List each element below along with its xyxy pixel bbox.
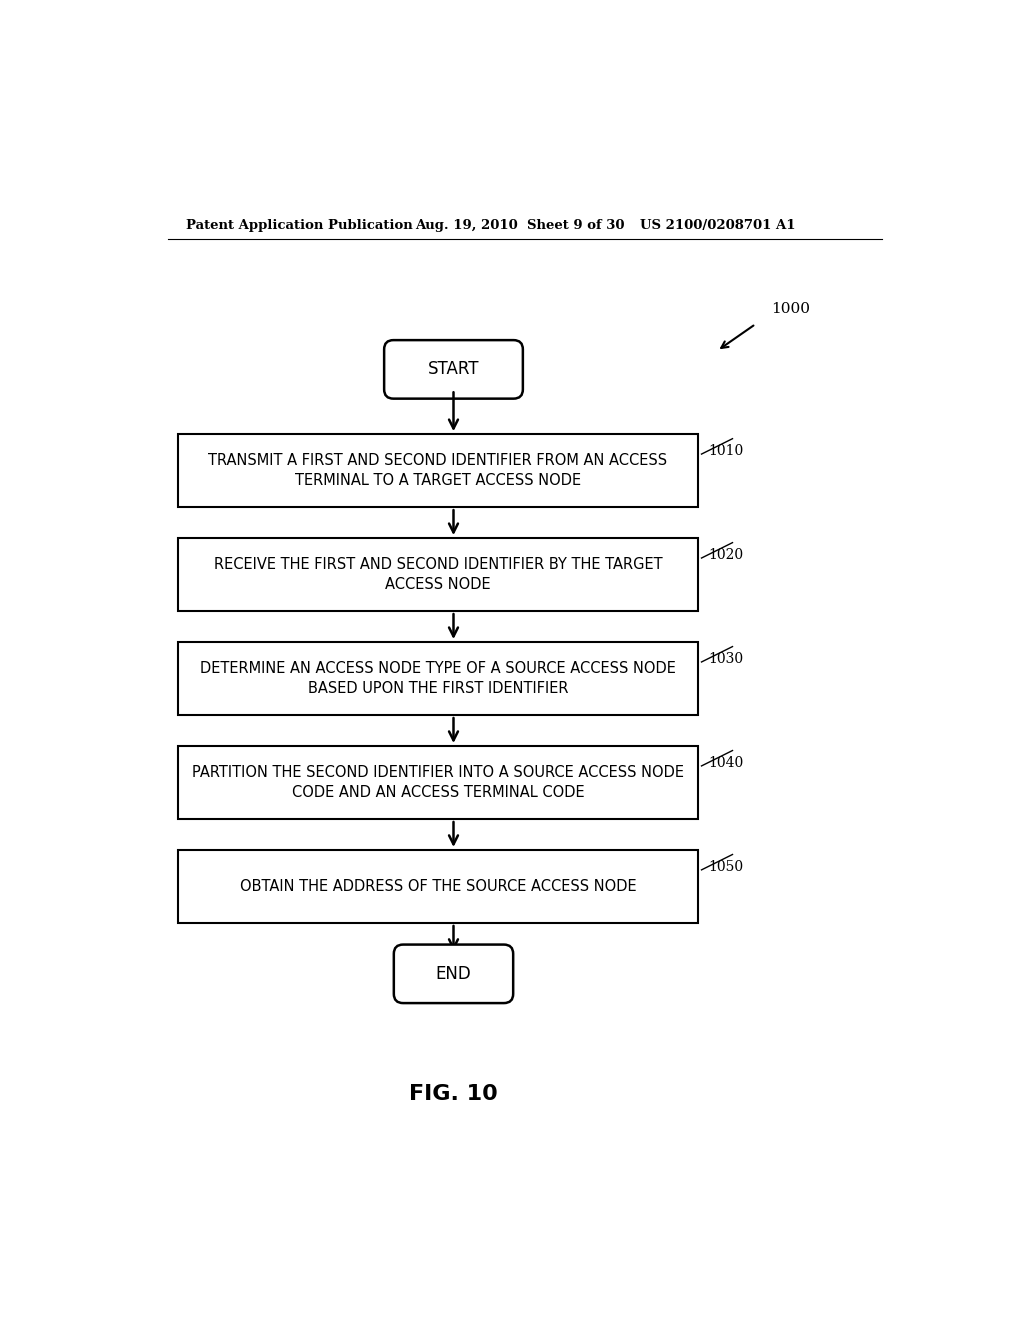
- Text: 1030: 1030: [709, 652, 743, 665]
- Text: Patent Application Publication: Patent Application Publication: [186, 219, 413, 232]
- Text: Aug. 19, 2010  Sheet 9 of 30: Aug. 19, 2010 Sheet 9 of 30: [415, 219, 625, 232]
- Text: ACCESS NODE: ACCESS NODE: [385, 577, 490, 593]
- Text: 1020: 1020: [709, 548, 743, 562]
- Text: RECEIVE THE FIRST AND SECOND IDENTIFIER BY THE TARGET: RECEIVE THE FIRST AND SECOND IDENTIFIER …: [214, 557, 663, 572]
- FancyBboxPatch shape: [394, 945, 513, 1003]
- Text: BASED UPON THE FIRST IDENTIFIER: BASED UPON THE FIRST IDENTIFIER: [308, 681, 568, 696]
- Text: PARTITION THE SECOND IDENTIFIER INTO A SOURCE ACCESS NODE: PARTITION THE SECOND IDENTIFIER INTO A S…: [193, 766, 684, 780]
- Text: TRANSMIT A FIRST AND SECOND IDENTIFIER FROM AN ACCESS: TRANSMIT A FIRST AND SECOND IDENTIFIER F…: [209, 453, 668, 469]
- Text: 1010: 1010: [709, 444, 743, 458]
- Bar: [178, 746, 697, 818]
- Bar: [178, 434, 697, 507]
- Text: FIG. 10: FIG. 10: [410, 1084, 498, 1104]
- Text: US 2100/0208701 A1: US 2100/0208701 A1: [640, 219, 795, 232]
- Text: START: START: [428, 360, 479, 379]
- Text: DETERMINE AN ACCESS NODE TYPE OF A SOURCE ACCESS NODE: DETERMINE AN ACCESS NODE TYPE OF A SOURC…: [200, 661, 676, 676]
- Bar: [178, 850, 697, 923]
- Text: END: END: [435, 965, 471, 983]
- Text: 1050: 1050: [709, 859, 743, 874]
- Text: 1000: 1000: [771, 301, 810, 315]
- Bar: [178, 539, 697, 611]
- Text: OBTAIN THE ADDRESS OF THE SOURCE ACCESS NODE: OBTAIN THE ADDRESS OF THE SOURCE ACCESS …: [240, 879, 636, 894]
- Text: CODE AND AN ACCESS TERMINAL CODE: CODE AND AN ACCESS TERMINAL CODE: [292, 785, 585, 800]
- FancyBboxPatch shape: [384, 341, 523, 399]
- Bar: [178, 642, 697, 715]
- Text: TERMINAL TO A TARGET ACCESS NODE: TERMINAL TO A TARGET ACCESS NODE: [295, 473, 581, 488]
- Text: 1040: 1040: [709, 756, 743, 770]
